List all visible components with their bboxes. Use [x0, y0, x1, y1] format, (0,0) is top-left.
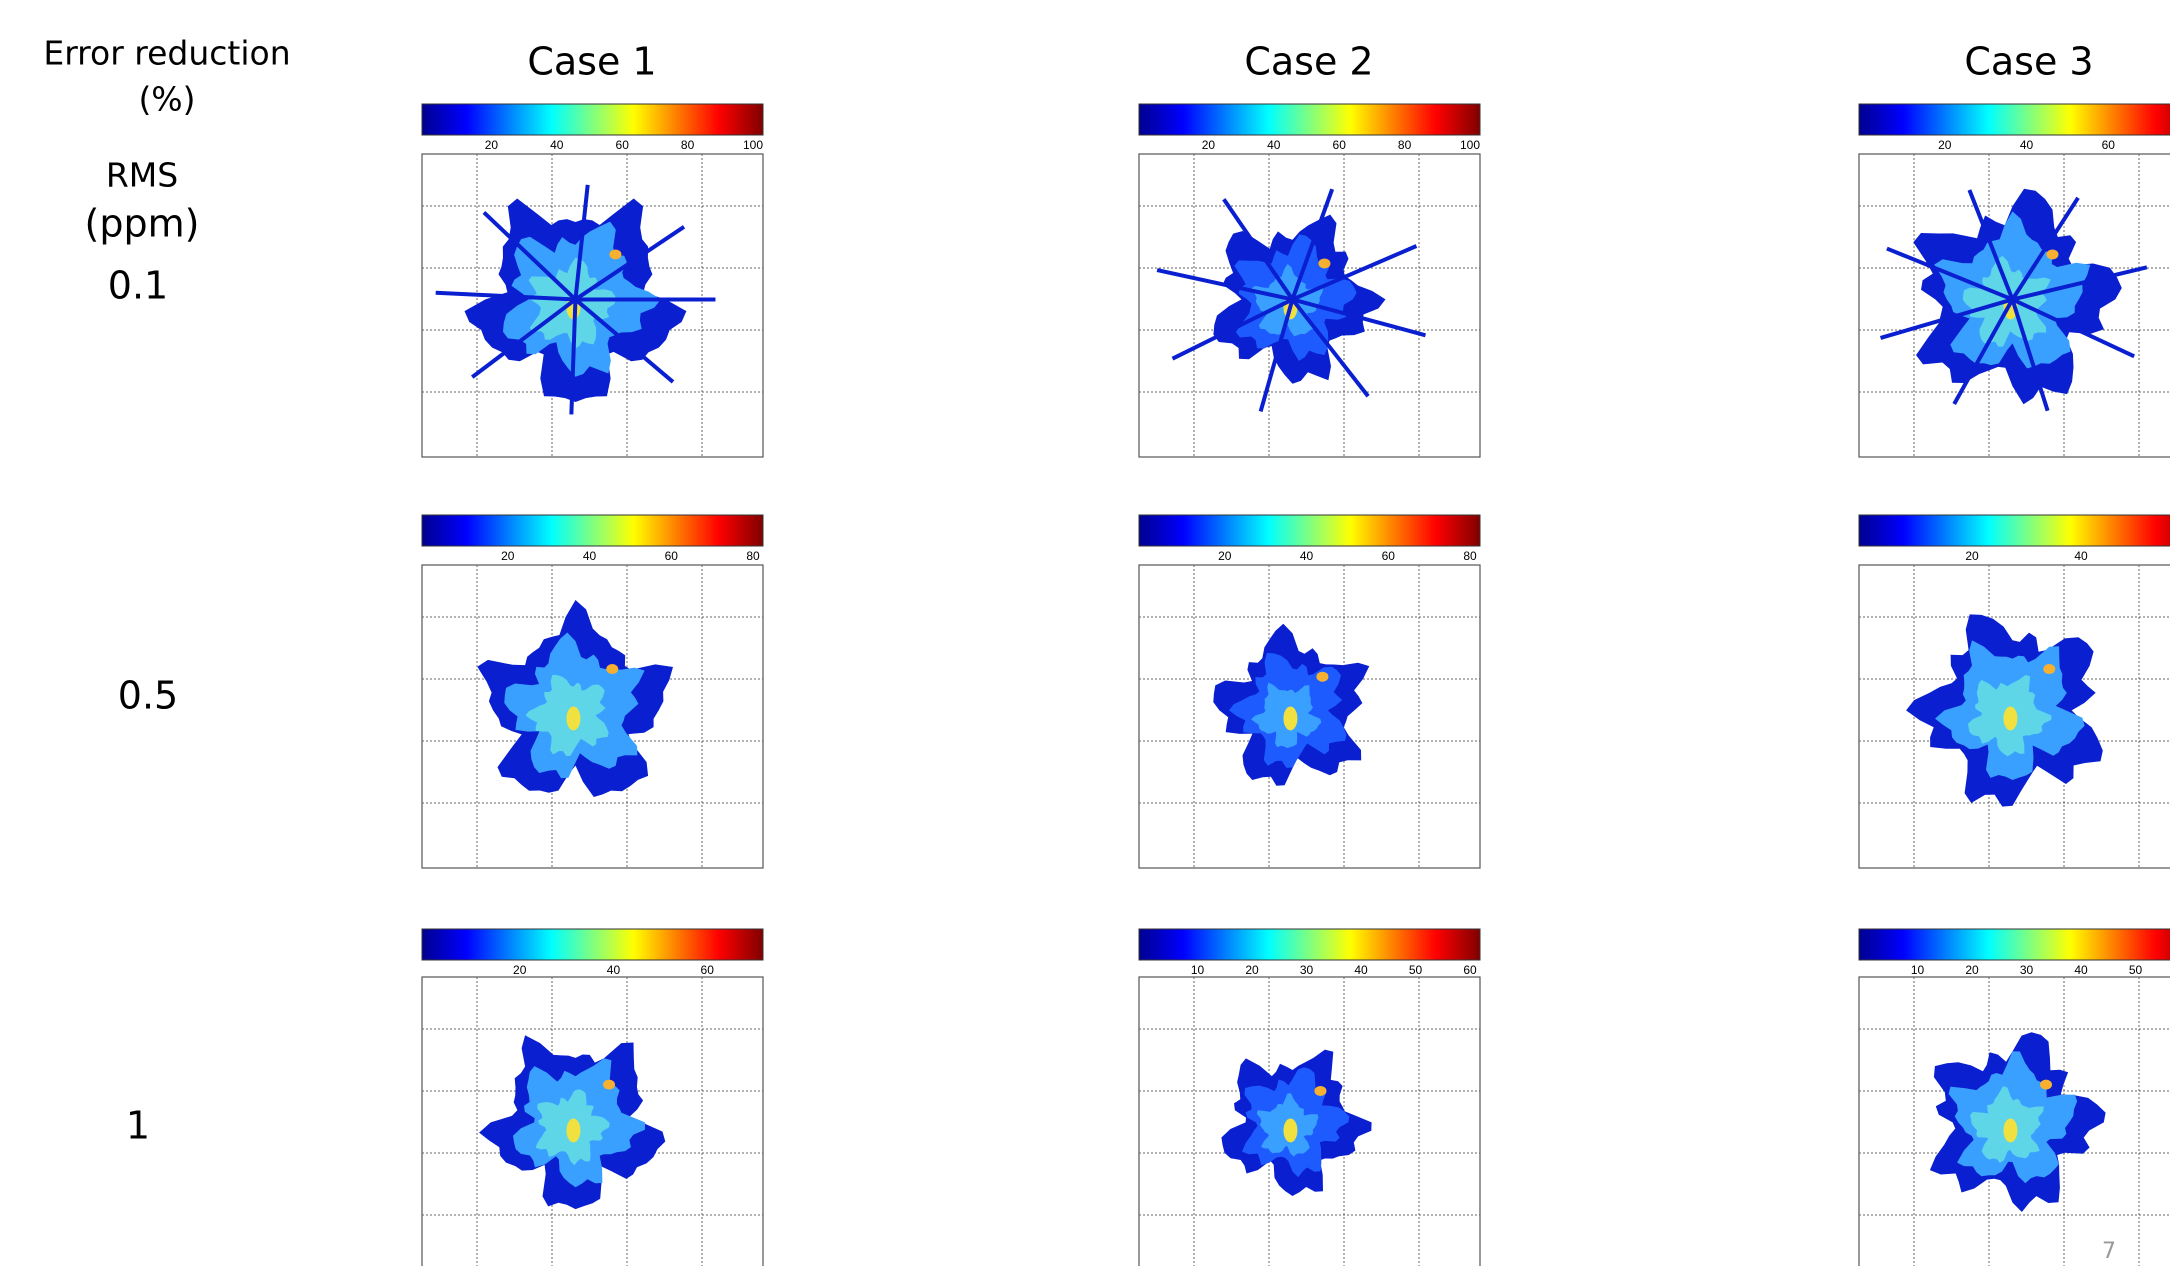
corner-title: Error reduction	[43, 34, 290, 73]
colorbar-tick-label: 20	[1965, 549, 1979, 563]
colorbar-tick-label: 20	[1202, 138, 1216, 152]
colorbar-tick-label: 30	[1300, 963, 1314, 977]
colorbar-tick-label: 40	[550, 138, 564, 152]
plume-core	[1314, 1086, 1326, 1096]
colorbar-tick-label: 50	[2129, 963, 2143, 977]
map-panel: 20 40 60 80 100	[1139, 104, 1480, 457]
plume-core	[606, 664, 618, 674]
colorbar-tick-label: 80	[681, 138, 695, 152]
slide: Error reduction (%) RMS (ppm) 2040608010…	[0, 0, 2170, 1266]
colorbar	[422, 104, 763, 135]
colorbar-tick-label: 80	[1398, 138, 1412, 152]
map-panel: 20 40 60 80	[422, 515, 763, 868]
plume-core	[2046, 249, 2058, 259]
colorbar-tick-label: 20	[485, 138, 499, 152]
colorbar	[1139, 929, 1480, 960]
colorbar-tick-label: 20	[501, 549, 515, 563]
colorbar-tick-label: 60	[665, 549, 679, 563]
colorbar-tick-label: 40	[2020, 138, 2034, 152]
row-axis-title: RMS	[106, 156, 178, 195]
colorbar-tick-label: 40	[2074, 549, 2088, 563]
colorbar	[1859, 515, 2170, 546]
colorbar-tick-label: 40	[2074, 963, 2088, 977]
plume-core	[1283, 1118, 1297, 1142]
colorbar-tick-label: 100	[1460, 138, 1480, 152]
colorbar-tick-label: 10	[1911, 963, 1925, 977]
colorbar-tick-label: 50	[1409, 963, 1423, 977]
colorbar-tick-label: 20	[1245, 963, 1259, 977]
page-number: 7	[2102, 1239, 2116, 1264]
column-title: Case 3	[1964, 40, 2093, 84]
row-label: 1	[126, 1104, 150, 1148]
column-title: Case 2	[1244, 40, 1373, 84]
colorbar-tick-label: 80	[746, 549, 760, 563]
colorbar-tick-label: 40	[1300, 549, 1314, 563]
corner-title: (%)	[138, 80, 195, 119]
colorbar-tick-label: 20	[1938, 138, 1952, 152]
colorbar	[422, 929, 763, 960]
colorbar-tick-label: 30	[2020, 963, 2034, 977]
plume-core	[1283, 706, 1297, 730]
plume-core	[566, 1118, 580, 1142]
colorbar-tick-label: 60	[1463, 963, 1477, 977]
colorbar-tick-label: 20	[1218, 549, 1232, 563]
colorbar	[1859, 929, 2170, 960]
map-panel: 20 40 60 80 100	[422, 104, 763, 457]
row-label: 0.1	[108, 264, 168, 308]
colorbar	[422, 515, 763, 546]
colorbar-tick-label: 40	[583, 549, 597, 563]
column-title: Case 1	[527, 40, 656, 84]
colorbar-tick-label: 100	[743, 138, 763, 152]
colorbar-tick-label: 20	[1965, 963, 1979, 977]
plume-core	[566, 706, 580, 730]
plume-core	[2040, 1080, 2052, 1090]
colorbar-tick-label: 10	[1191, 963, 1205, 977]
colorbar-tick-label: 40	[607, 963, 621, 977]
colorbar-tick-label: 60	[1333, 138, 1347, 152]
map-panel: 10 20 30 40 50 60	[1139, 929, 1480, 1266]
map-panel: 20 40 60	[422, 929, 763, 1266]
colorbar-tick-label: 60	[701, 963, 715, 977]
colorbar	[1139, 515, 1480, 546]
panel-grid: 2040608010020406080100204060802040608020…	[422, 104, 2170, 1266]
colorbar-tick-label: 20	[513, 963, 527, 977]
colorbar-tick-label: 40	[1354, 963, 1368, 977]
colorbar-tick-label: 80	[1463, 549, 1477, 563]
colorbar-tick-label: 60	[1382, 549, 1396, 563]
colorbar	[1859, 104, 2170, 135]
plume-core	[609, 249, 621, 259]
colorbar-tick-label: 60	[2102, 138, 2116, 152]
map-panel: 20 40 60 80	[1139, 515, 1480, 868]
colorbar	[1139, 104, 1480, 135]
plume-core	[1316, 672, 1328, 682]
plume-core	[2003, 1118, 2017, 1142]
row-label: 0.5	[118, 674, 178, 718]
row-axis-title: (ppm)	[85, 202, 200, 246]
colorbar-tick-label: 40	[1267, 138, 1281, 152]
plume-core	[2043, 664, 2055, 674]
plume-core	[1318, 258, 1330, 268]
plume-core	[2003, 706, 2017, 730]
colorbar-tick-label: 60	[616, 138, 630, 152]
plume-core	[603, 1080, 615, 1090]
